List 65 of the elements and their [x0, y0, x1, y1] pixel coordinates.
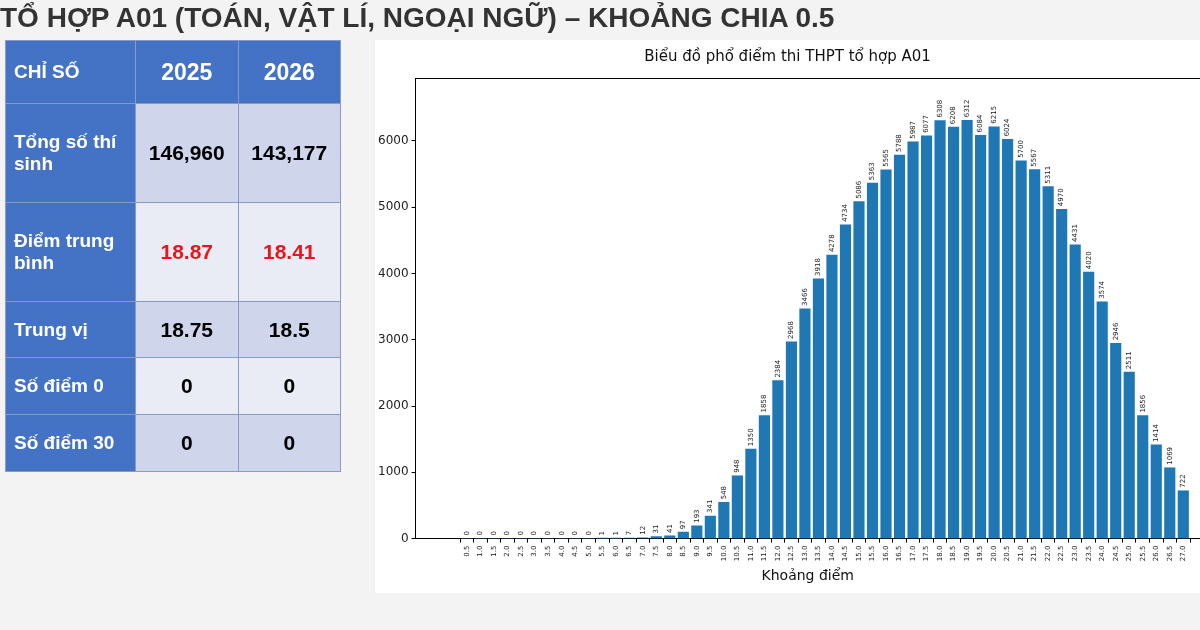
text: CHỈ SỐ	[5, 40, 136, 104]
chart-title: Biểu đồ phổ điểm thi THPT tổ hợp A01	[644, 46, 931, 65]
bar	[812, 278, 825, 539]
bar	[826, 254, 838, 539]
text: 18.5	[268, 317, 310, 341]
y-tick-label: 2000	[377, 398, 409, 413]
bar	[893, 154, 906, 539]
bar	[880, 169, 892, 539]
y-tick-label: 1000	[377, 464, 409, 479]
y-tick-label: 5000	[377, 199, 409, 214]
bar	[1137, 415, 1149, 539]
bar	[731, 475, 743, 539]
bar	[1002, 139, 1014, 539]
bar	[1042, 186, 1054, 539]
bar	[920, 135, 933, 539]
bar	[1164, 467, 1176, 539]
bar	[975, 135, 987, 539]
bar	[1056, 208, 1068, 539]
text: TỔ HỢP A01 (TOÁN, VẬT LÍ, NGOẠI NGỮ) – KHOẢNG CHIA 0.5	[0, 2, 835, 34]
bar	[691, 525, 703, 539]
bar	[745, 448, 757, 539]
bar	[1123, 371, 1135, 539]
text: 0	[180, 431, 193, 455]
bar	[853, 201, 865, 539]
bar	[1069, 244, 1081, 539]
bar	[1083, 271, 1095, 539]
y-tick-label: 0	[400, 530, 409, 545]
bar	[1029, 169, 1041, 539]
bar	[961, 119, 973, 539]
bar	[785, 341, 797, 539]
bar	[947, 126, 960, 539]
bar	[1177, 490, 1189, 539]
bar	[934, 120, 946, 539]
text: 18.41	[262, 239, 316, 263]
category-label: 2025	[135, 40, 238, 104]
y-tick-label: 6000	[377, 133, 409, 148]
bar	[1110, 343, 1122, 539]
bar	[866, 182, 879, 539]
bar	[1096, 301, 1108, 539]
bar	[907, 141, 919, 539]
category-label: Tổng số thí sinh	[14, 130, 117, 174]
y-tick-label: 3000	[377, 331, 409, 346]
category-label: Số điểm 30	[14, 432, 115, 454]
text: 18.75	[160, 317, 214, 341]
bar	[772, 380, 784, 539]
bar	[988, 126, 1000, 539]
text: 0	[283, 431, 296, 455]
text: 18.87	[160, 239, 214, 263]
bar	[1015, 160, 1027, 539]
bar	[839, 224, 852, 539]
y-tick-label: 4000	[377, 265, 409, 280]
category-label: Số điểm 0	[14, 375, 104, 397]
text: 143,177	[251, 140, 328, 164]
text: 0	[283, 374, 296, 398]
bar	[799, 308, 811, 539]
bar	[718, 501, 730, 539]
bar	[758, 415, 770, 539]
bar	[704, 515, 716, 539]
text: 0	[180, 374, 193, 398]
x-axis-title: Khoảng điểm	[761, 567, 854, 584]
category-label: Trung vị	[14, 318, 88, 340]
text: 146,960	[148, 140, 225, 164]
category-label: 2026	[238, 40, 341, 104]
bar	[1150, 444, 1162, 539]
category-label: Điểm trung bình	[14, 229, 115, 273]
